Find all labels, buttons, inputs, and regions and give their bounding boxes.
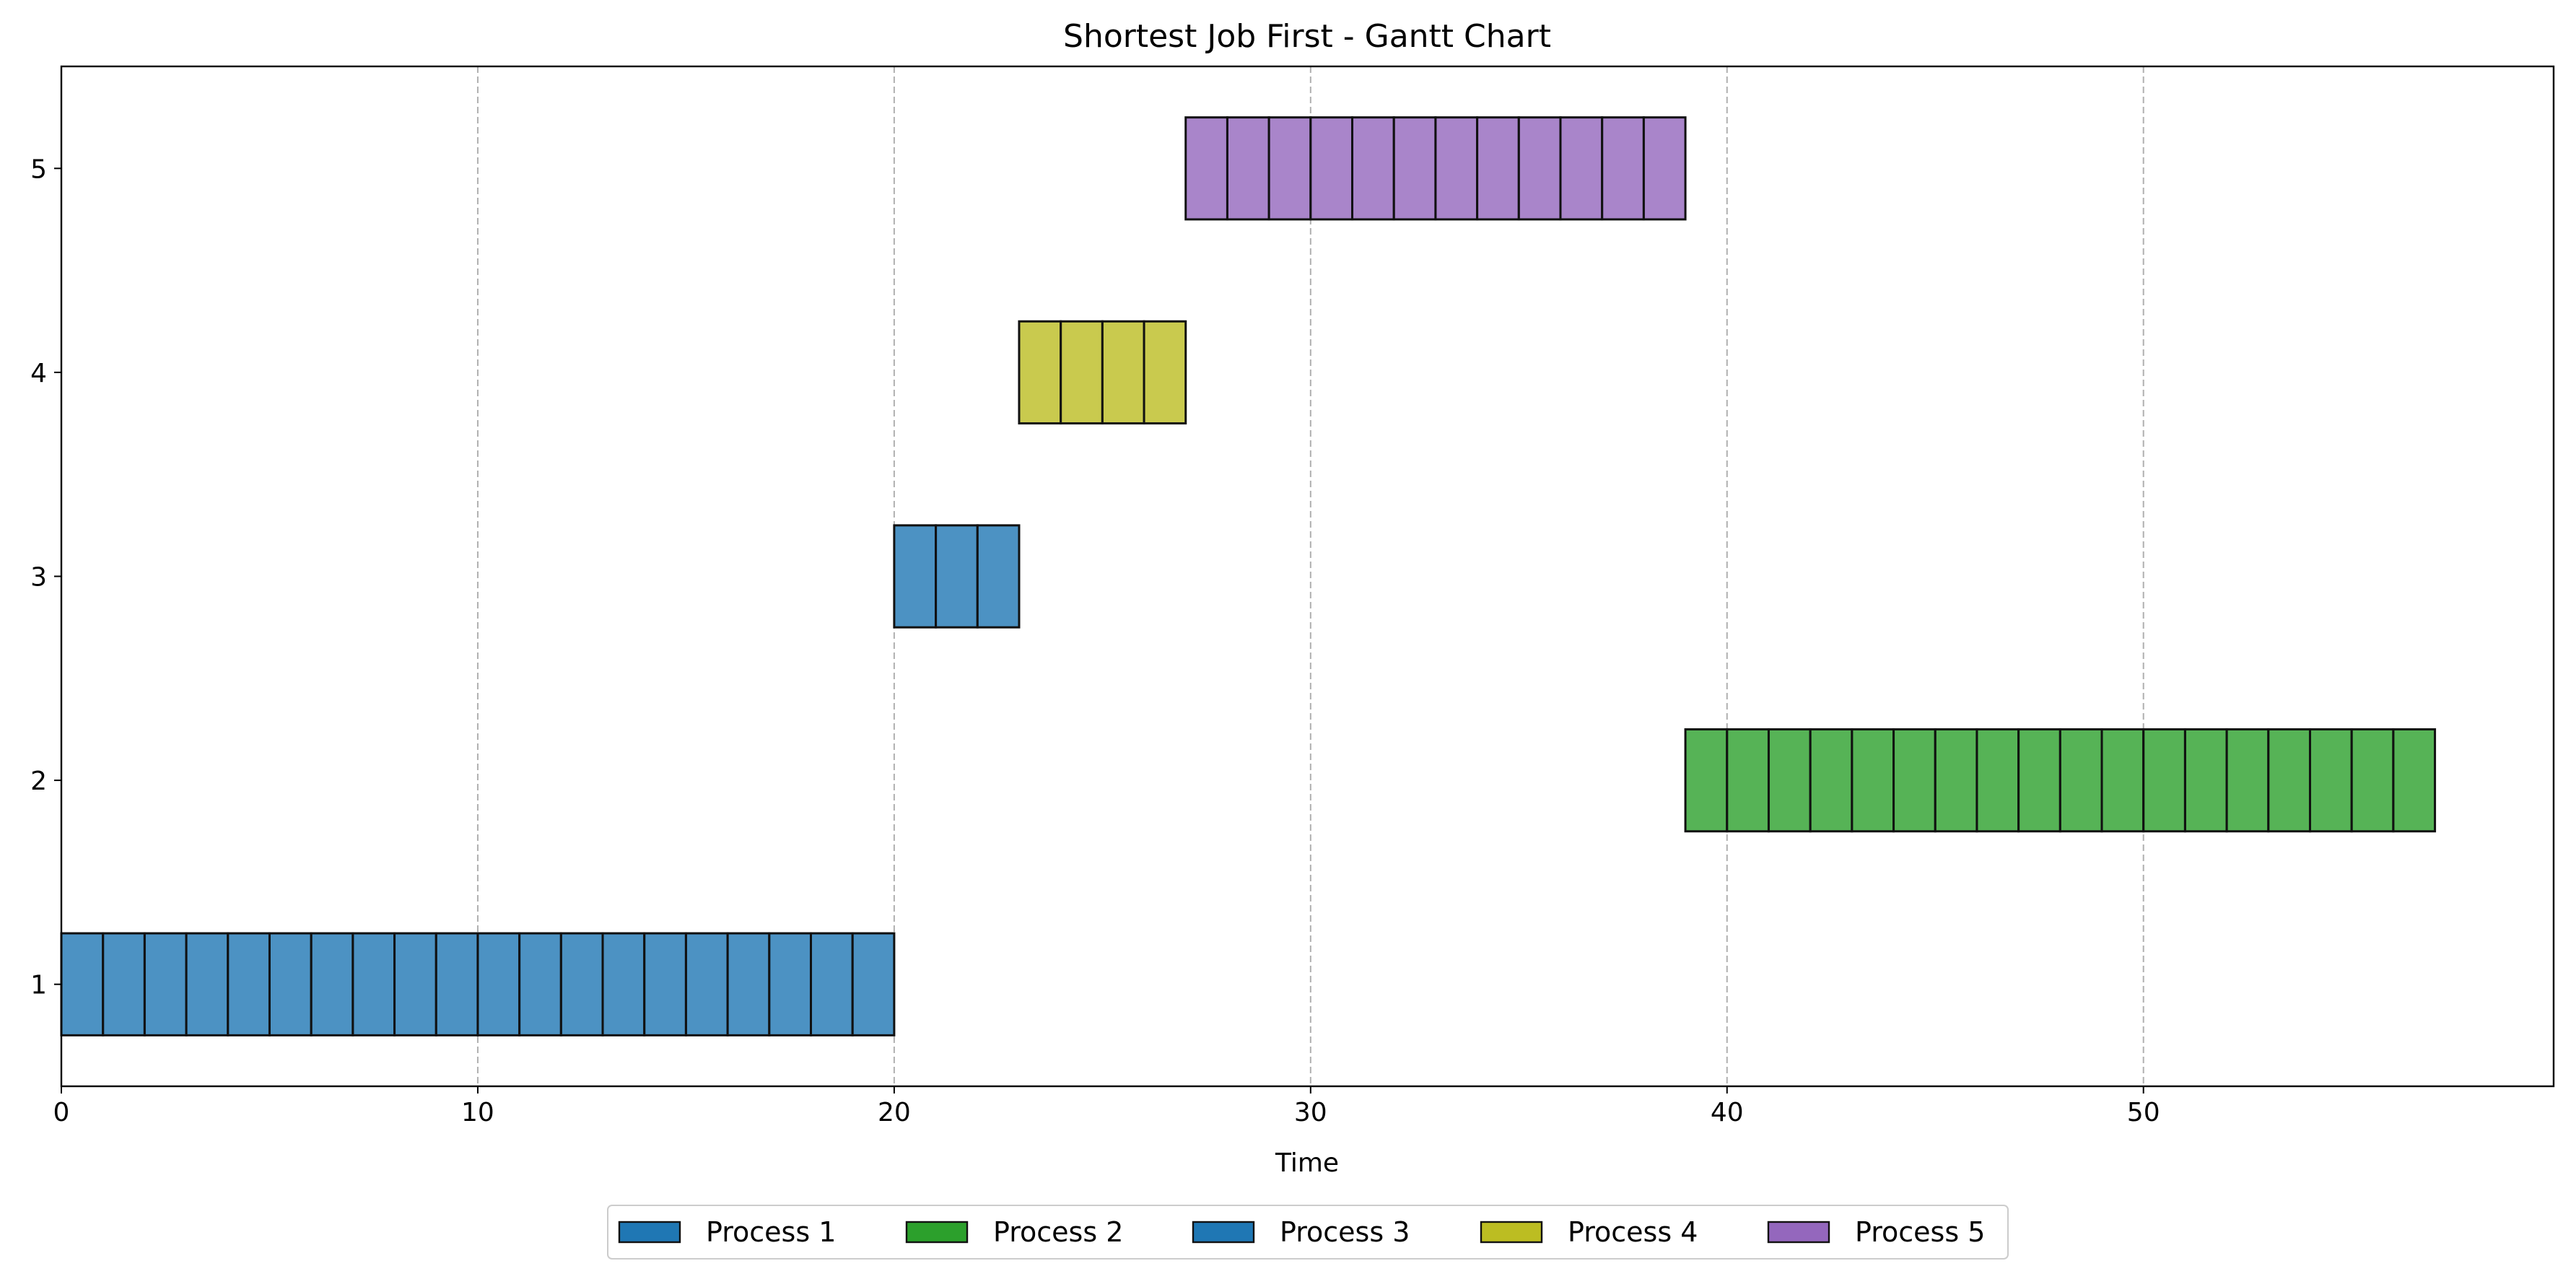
bar-cell-process-1-t1 xyxy=(102,932,146,1036)
bar-cell-process-2-t52 xyxy=(2225,728,2270,833)
bar-cell-process-5-t34 xyxy=(1476,116,1520,221)
bar-cell-process-1-t2 xyxy=(143,932,188,1036)
bar-cell-process-2-t43 xyxy=(1851,728,1895,833)
bar-cell-process-5-t37 xyxy=(1601,116,1645,221)
bar-cell-process-1-t3 xyxy=(185,932,230,1036)
y-tick-label-4: 4 xyxy=(30,359,47,388)
bar-cell-process-2-t47 xyxy=(2017,728,2061,833)
bar-cell-process-1-t5 xyxy=(268,932,313,1036)
bar-cell-process-4-t24 xyxy=(1060,320,1104,425)
bar-cell-process-5-t29 xyxy=(1267,116,1312,221)
bar-cell-process-1-t4 xyxy=(227,932,271,1036)
bar-cell-process-4-t25 xyxy=(1101,320,1145,425)
x-tick-label-20: 20 xyxy=(878,1098,911,1127)
bar-cell-process-2-t48 xyxy=(2058,728,2103,833)
bar-cell-process-1-t0 xyxy=(60,932,105,1036)
bar-cell-process-5-t32 xyxy=(1392,116,1437,221)
bar-cell-process-2-t41 xyxy=(1767,728,1812,833)
bar-cell-process-2-t44 xyxy=(1892,728,1937,833)
bar-cell-process-2-t42 xyxy=(1809,728,1854,833)
bar-cell-process-2-t45 xyxy=(1934,728,1978,833)
bar-cell-process-5-t36 xyxy=(1559,116,1604,221)
chart-title: Shortest Job First - Gantt Chart xyxy=(1063,18,1551,55)
y-tick-label-5: 5 xyxy=(30,154,47,184)
bar-cell-process-1-t6 xyxy=(310,932,354,1036)
bar-cell-process-1-t11 xyxy=(518,932,562,1036)
bar-cell-process-1-t10 xyxy=(476,932,521,1036)
bar-cell-process-2-t50 xyxy=(2142,728,2186,833)
y-tick-label-2: 2 xyxy=(30,767,47,796)
x-axis-label: Time xyxy=(1275,1148,1339,1178)
bar-cell-process-1-t8 xyxy=(393,932,437,1036)
bar-cell-process-3-t22 xyxy=(976,524,1021,629)
y-tick-label-3: 3 xyxy=(30,563,47,593)
bar-cell-process-2-t46 xyxy=(1975,728,2020,833)
bar-cell-process-1-t18 xyxy=(809,932,854,1036)
bar-cell-process-5-t33 xyxy=(1434,116,1479,221)
bar-cell-process-2-t53 xyxy=(2267,728,2311,833)
x-tick-label-40: 40 xyxy=(1711,1098,1744,1127)
bar-cell-process-4-t26 xyxy=(1143,320,1187,425)
bar-cell-process-5-t31 xyxy=(1351,116,1395,221)
bar-cell-process-1-t15 xyxy=(684,932,729,1036)
bar-cell-process-2-t51 xyxy=(2183,728,2228,833)
legend-label-process-1: Process 1 xyxy=(706,1216,836,1248)
bar-cell-process-2-t55 xyxy=(2350,728,2395,833)
legend-swatch-process-5 xyxy=(1767,1221,1830,1244)
legend-label-process-4: Process 4 xyxy=(1568,1216,1698,1248)
legend-swatch-process-4 xyxy=(1480,1221,1543,1244)
bar-cell-process-1-t12 xyxy=(559,932,604,1036)
bar-cell-process-1-t7 xyxy=(352,932,396,1036)
bar-cell-process-1-t9 xyxy=(435,932,479,1036)
bar-cell-process-2-t54 xyxy=(2308,728,2353,833)
bar-cell-process-2-t40 xyxy=(1726,728,1770,833)
legend-label-process-3: Process 3 xyxy=(1280,1216,1410,1248)
bar-cell-process-2-t39 xyxy=(1684,728,1729,833)
bar-cell-process-5-t38 xyxy=(1642,116,1687,221)
bar-cell-process-3-t21 xyxy=(935,524,979,629)
bar-cell-process-4-t23 xyxy=(1018,320,1062,425)
bar-cell-process-1-t13 xyxy=(601,932,646,1036)
x-tick-label-30: 30 xyxy=(1294,1098,1327,1127)
y-axis: 1 2 3 4 5 xyxy=(30,154,61,1000)
legend-swatch-process-3 xyxy=(1192,1221,1255,1244)
bar-cell-process-1-t17 xyxy=(768,932,812,1036)
bar-cell-process-5-t27 xyxy=(1184,116,1228,221)
bar-cell-process-2-t56 xyxy=(2392,728,2437,833)
legend-swatch-process-1 xyxy=(618,1221,681,1244)
bar-cell-process-5-t30 xyxy=(1309,116,1354,221)
x-tick-label-50: 50 xyxy=(2127,1098,2160,1127)
bar-cell-process-3-t20 xyxy=(893,524,938,629)
bar-cell-process-5-t35 xyxy=(1517,116,1562,221)
legend: Process 1 Process 2 Process 3 Process 4 Proc… xyxy=(607,1205,2009,1260)
x-tick-label-10: 10 xyxy=(461,1098,494,1127)
y-tick-label-1: 1 xyxy=(30,971,47,1000)
bar-cell-process-5-t28 xyxy=(1226,116,1270,221)
x-tick-label-0: 0 xyxy=(53,1098,70,1127)
bar-cell-process-1-t19 xyxy=(851,932,896,1036)
legend-label-process-5: Process 5 xyxy=(1855,1216,1985,1248)
bar-cell-process-2-t49 xyxy=(2100,728,2145,833)
legend-swatch-process-2 xyxy=(905,1221,969,1244)
bar-cell-process-1-t16 xyxy=(726,932,771,1036)
bars-layer xyxy=(60,116,2437,1036)
x-axis: 0 10 20 30 40 50 xyxy=(53,1086,2160,1127)
bar-cell-process-1-t14 xyxy=(643,932,687,1036)
legend-label-process-2: Process 2 xyxy=(993,1216,1123,1248)
legend-box xyxy=(607,1205,2009,1260)
